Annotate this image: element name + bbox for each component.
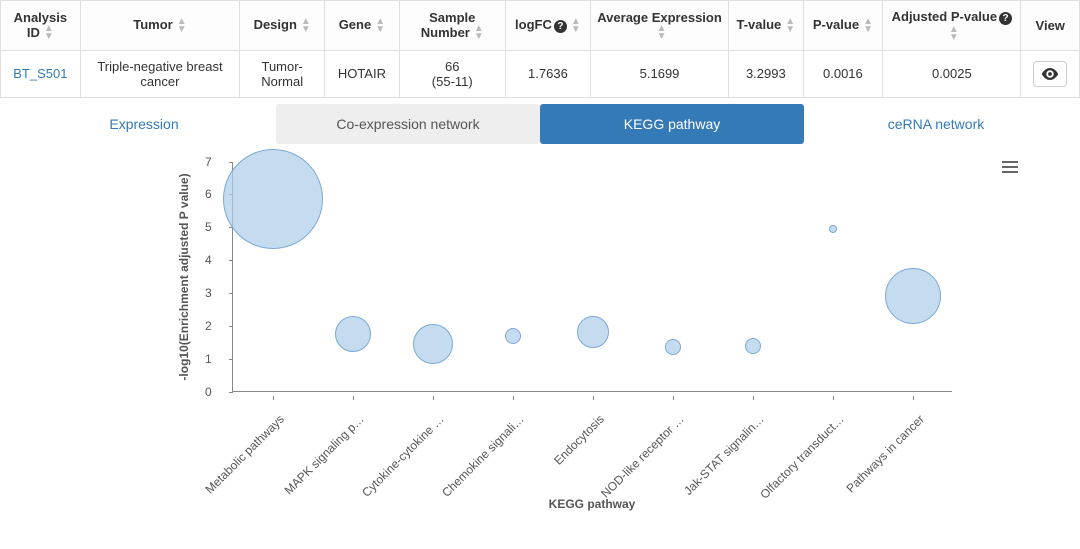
eye-icon <box>1041 68 1059 80</box>
tab-expression[interactable]: Expression <box>12 104 276 144</box>
help-icon[interactable]: ? <box>554 20 567 33</box>
kegg-chart: -log10(Enrichment adjusted P value) 0123… <box>12 152 1068 522</box>
chart-x-category: NOD-like receptor … <box>598 412 687 501</box>
cell-avgexp: 5.1699 <box>590 50 728 97</box>
cell-tval: 3.2993 <box>729 50 803 97</box>
table-row: BT_S501 Triple-negative breast cancer Tu… <box>1 50 1080 97</box>
chart-x-category: Chemokine signali… <box>439 412 527 500</box>
column-header-logfc[interactable]: logFC?▲▼ <box>505 1 590 51</box>
chart-x-category: Endocytosis <box>551 412 607 468</box>
chart-bubble[interactable] <box>335 316 371 352</box>
chart-x-category: Olfactory transduct… <box>757 412 847 502</box>
chart-bubble[interactable] <box>829 225 837 233</box>
chart-x-category: Cytokine-cytokine … <box>359 412 447 500</box>
cell-tumor: Triple-negative breast cancer <box>80 50 239 97</box>
column-header-design[interactable]: Design▲▼ <box>240 1 325 51</box>
sort-icon[interactable]: ▲▼ <box>863 18 873 34</box>
chart-bubble[interactable] <box>665 339 681 355</box>
column-header-analysis_id[interactable]: Analysis ID▲▼ <box>1 1 81 51</box>
column-header-view: View <box>1021 1 1080 51</box>
chart-y-tick: 1 <box>205 352 212 366</box>
cell-sample: 66 (55-11) <box>399 50 505 97</box>
cell-design: Tumor-Normal <box>240 50 325 97</box>
cell-adjp: 0.0025 <box>883 50 1021 97</box>
chart-y-tick: 5 <box>205 220 212 234</box>
sort-icon[interactable]: ▲▼ <box>657 25 667 41</box>
chart-bubble[interactable] <box>223 149 323 249</box>
column-header-tval[interactable]: T-value▲▼ <box>729 1 803 51</box>
chart-x-axis-label: KEGG pathway <box>549 497 636 511</box>
sort-icon[interactable]: ▲▼ <box>949 26 959 42</box>
sort-icon[interactable]: ▲▼ <box>301 18 311 34</box>
chart-x-category: Metabolic pathways <box>202 412 286 496</box>
chart-x-category: Jak-STAT signalin… <box>681 412 767 498</box>
chart-bubble[interactable] <box>577 316 609 348</box>
column-header-adjp[interactable]: Adjusted P-value?▲▼ <box>883 1 1021 51</box>
analysis-table: Analysis ID▲▼Tumor▲▼Design▲▼Gene▲▼Sample… <box>0 0 1080 98</box>
tab-bar: ExpressionCo-expression networkKEGG path… <box>12 104 1068 144</box>
chart-menu-button[interactable] <box>1002 158 1018 176</box>
chart-y-tick: 0 <box>205 385 212 399</box>
chart-bubble[interactable] <box>885 268 941 324</box>
chart-y-tick: 2 <box>205 319 212 333</box>
sort-icon[interactable]: ▲▼ <box>474 25 484 41</box>
sort-icon[interactable]: ▲▼ <box>375 18 385 34</box>
chart-bubble[interactable] <box>745 338 761 354</box>
sort-icon[interactable]: ▲▼ <box>177 18 187 34</box>
help-icon[interactable]: ? <box>999 12 1012 25</box>
chart-plot-area: 01234567Metabolic pathwaysMAPK signaling… <box>232 162 952 392</box>
column-header-tumor[interactable]: Tumor▲▼ <box>80 1 239 51</box>
column-header-pval[interactable]: P-value▲▼ <box>803 1 883 51</box>
cell-pval: 0.0016 <box>803 50 883 97</box>
chart-y-tick: 4 <box>205 253 212 267</box>
chart-x-category: MAPK signaling p… <box>282 412 367 497</box>
table-header-row: Analysis ID▲▼Tumor▲▼Design▲▼Gene▲▼Sample… <box>1 1 1080 51</box>
cell-logfc: 1.7636 <box>505 50 590 97</box>
chart-y-tick: 6 <box>205 187 212 201</box>
column-header-sample[interactable]: Sample Number▲▼ <box>399 1 505 51</box>
analysis-id-link[interactable]: BT_S501 <box>13 66 67 81</box>
chart-bubble[interactable] <box>413 324 453 364</box>
chart-y-tick: 3 <box>205 286 212 300</box>
cell-gene: HOTAIR <box>325 50 399 97</box>
sort-icon[interactable]: ▲▼ <box>571 18 581 34</box>
chart-x-category: Pathways in cancer <box>843 412 926 495</box>
column-header-avgexp[interactable]: Average Expression▲▼ <box>590 1 728 51</box>
sort-icon[interactable]: ▲▼ <box>44 25 54 41</box>
tab-kegg[interactable]: KEGG pathway <box>540 104 804 144</box>
sort-icon[interactable]: ▲▼ <box>785 18 795 34</box>
tab-coexp[interactable]: Co-expression network <box>276 104 540 144</box>
tab-cerna[interactable]: ceRNA network <box>804 104 1068 144</box>
chart-y-axis-label: -log10(Enrichment adjusted P value) <box>177 173 191 380</box>
view-button[interactable] <box>1033 61 1067 87</box>
chart-y-tick: 7 <box>205 155 212 169</box>
chart-bubble[interactable] <box>505 328 521 344</box>
column-header-gene[interactable]: Gene▲▼ <box>325 1 399 51</box>
